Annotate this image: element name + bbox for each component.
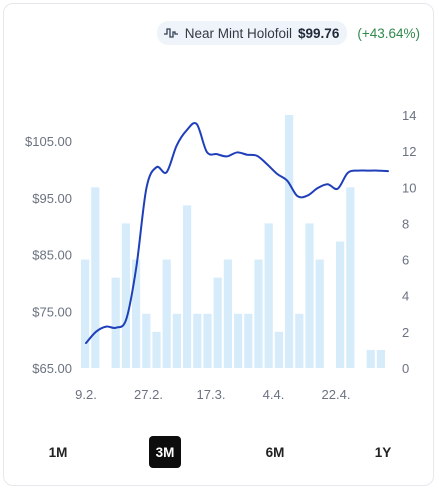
volume-bar <box>244 313 253 368</box>
right-tick-label: 12 <box>402 144 416 159</box>
volume-bar <box>336 241 345 368</box>
volume-bar <box>305 223 314 368</box>
volume-bar <box>81 259 90 368</box>
right-tick-label: 8 <box>402 216 409 231</box>
volume-bar <box>254 259 263 368</box>
volume-bar <box>366 349 375 368</box>
x-axis-ticks: 9.2. 27.2. 17.3. 4.4. 22.4. <box>75 387 350 402</box>
range-selector: 1M 3M 6M 1Y <box>0 436 439 468</box>
left-tick-label: $75.00 <box>32 304 72 319</box>
x-tick-label: 9.2. <box>75 387 97 402</box>
right-tick-label: 2 <box>402 325 409 340</box>
left-tick-label: $85.00 <box>32 248 72 263</box>
volume-bar <box>121 223 130 368</box>
volume-bar <box>315 259 324 368</box>
range-1y-button[interactable]: 1Y <box>374 444 392 460</box>
price-line <box>85 122 389 345</box>
left-tick-label: $65.00 <box>32 361 72 376</box>
volume-bar <box>142 313 151 368</box>
x-tick-label: 27.2. <box>134 387 163 402</box>
right-tick-label: 14 <box>402 108 416 123</box>
right-tick-label: 10 <box>402 180 416 195</box>
range-6m-button[interactable]: 6M <box>265 444 285 460</box>
volume-bar <box>183 205 192 368</box>
range-1m-button[interactable]: 1M <box>48 444 68 460</box>
price-lines <box>85 122 389 345</box>
right-tick-label: 6 <box>402 253 409 268</box>
price-history-card <box>3 3 434 486</box>
volume-bars <box>81 115 385 368</box>
volume-bar <box>193 313 202 368</box>
volume-bar <box>264 223 273 368</box>
price-change: (+43.64%) <box>357 25 420 41</box>
x-tick-label: 17.3. <box>197 387 226 402</box>
volume-bar <box>295 313 304 368</box>
line-chart-icon <box>163 28 178 38</box>
left-axis-ticks: $65.00 $75.00 $85.00 $95.00 $105.00 <box>25 134 72 376</box>
volume-bar <box>274 331 283 368</box>
series-name: Near Mint Holofoil <box>184 25 293 41</box>
volume-bar <box>172 313 181 368</box>
volume-bar <box>111 277 120 368</box>
volume-bar <box>346 187 355 368</box>
chart-legend: Near Mint Holofoil $99.76 (+43.64%) <box>156 21 420 45</box>
volume-bar <box>132 259 141 368</box>
left-tick-label: $105.00 <box>25 134 72 149</box>
volume-bar <box>285 115 294 368</box>
volume-bar <box>376 349 385 368</box>
volume-bar <box>203 313 212 368</box>
current-price: $99.76 <box>298 25 340 41</box>
right-tick-label: 0 <box>402 361 409 376</box>
volume-bar <box>234 313 243 368</box>
series-legend-pill[interactable]: Near Mint Holofoil $99.76 <box>156 21 348 45</box>
x-tick-label: 22.4. <box>322 387 351 402</box>
right-axis-ticks: 0 2 4 6 8 10 12 14 <box>402 108 416 376</box>
volume-bar <box>162 259 171 368</box>
volume-bar <box>152 331 161 368</box>
x-tick-label: 4.4. <box>263 387 285 402</box>
right-tick-label: 4 <box>402 289 409 304</box>
price-history-chart: 9.2. 27.2. 17.3. 4.4. 22.4. $65.00 $75.00 $85.… <box>25 108 416 402</box>
volume-bar <box>91 187 100 368</box>
left-tick-label: $95.00 <box>32 191 72 206</box>
range-3m-button[interactable]: 3M <box>149 436 181 468</box>
volume-bar <box>213 277 222 368</box>
volume-bar <box>223 259 232 368</box>
